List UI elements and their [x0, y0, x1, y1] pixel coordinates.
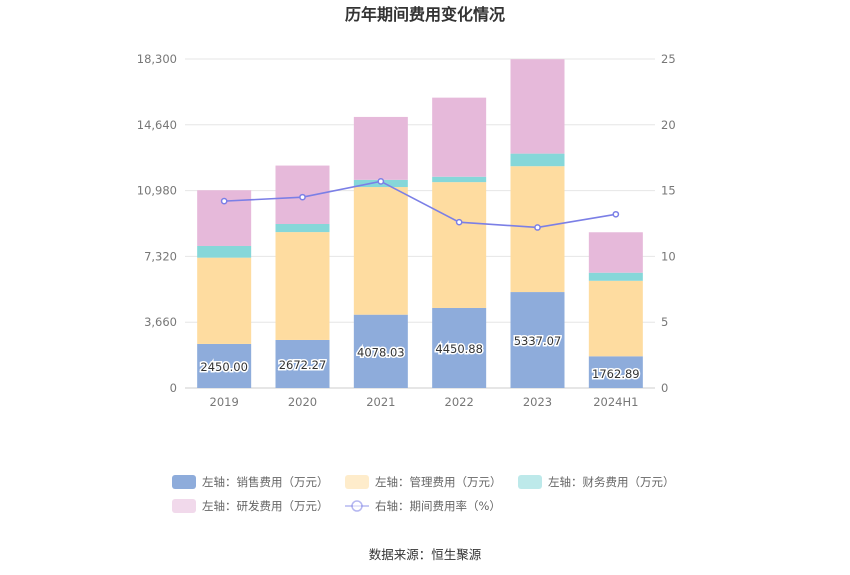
line-point — [612, 210, 620, 218]
legend-swatch — [172, 475, 196, 489]
bar-segment-2 — [588, 272, 643, 281]
bar-segment-1 — [432, 182, 487, 308]
bar-data-label: 4450.88 — [435, 342, 483, 356]
line-point — [534, 224, 541, 231]
bar-segment-0 — [588, 356, 643, 388]
left-axis: 0 3,660 7,320 10,980 14,640 18,300 — [137, 52, 177, 395]
x-tick-label: 2023 — [523, 395, 552, 409]
bar-segment-2 — [197, 245, 252, 258]
legend-label: 右轴：期间费用率（%） — [375, 499, 501, 513]
right-tick-label: 15 — [661, 184, 676, 198]
legend-label: 左轴：销售费用（万元） — [202, 475, 329, 489]
right-axis: 0 5 10 15 20 25 — [661, 52, 676, 395]
x-tick-label: 2021 — [366, 395, 395, 409]
line-point — [455, 218, 463, 226]
left-tick-label: 3,660 — [144, 315, 177, 329]
bar-data-label: 1762.89 — [592, 367, 640, 381]
bar-segment-1 — [588, 280, 643, 357]
legend-label: 左轴：管理费用（万元） — [375, 475, 502, 489]
bar-data-label: 5337.07 — [514, 334, 562, 348]
left-tick-label: 10,980 — [137, 184, 177, 198]
bar-series — [197, 59, 643, 388]
bar-data-label: 2672.27 — [279, 358, 327, 372]
bar-segment-3 — [588, 232, 643, 273]
left-tick-label: 0 — [170, 381, 177, 395]
left-tick-label: 7,320 — [144, 249, 177, 263]
bar-segment-1 — [197, 257, 252, 344]
legend-label: 左轴：研发费用（万元） — [202, 499, 329, 513]
legend-swatch — [172, 499, 196, 513]
right-tick-label: 25 — [661, 52, 676, 66]
bar-segment-0 — [510, 292, 565, 388]
x-tick-label: 2024H1 — [593, 395, 638, 409]
bar-segment-3 — [432, 97, 487, 177]
bar-data-label: 4078.03 — [357, 345, 405, 359]
legend-line-marker — [351, 500, 363, 512]
left-tick-label: 18,300 — [137, 52, 177, 66]
x-axis: 2019 2020 2021 2022 2023 2024H1 — [210, 395, 639, 409]
bar-data-labels: 2450.00 2672.27 4078.03 4450.88 5337.07 1762.… — [199, 333, 641, 383]
line-point — [299, 193, 306, 201]
bar-segment-1 — [275, 232, 330, 340]
legend-swatch — [518, 475, 542, 489]
line-point — [377, 178, 385, 185]
bar-segment-1 — [353, 187, 408, 315]
legend: 左轴：销售费用（万元） 左轴：管理费用（万元） 左轴：财务费用（万元） 左轴：研发费用… — [172, 475, 675, 513]
bar-segment-2 — [432, 176, 487, 183]
bar-segment-2 — [510, 153, 565, 167]
grid-lines — [185, 58, 655, 389]
legend-swatch — [345, 475, 369, 489]
x-tick-label: 2022 — [445, 395, 474, 409]
bar-segment-3 — [353, 116, 408, 180]
bar-segment-0 — [197, 343, 252, 388]
right-tick-label: 20 — [661, 118, 676, 132]
bar-data-label: 2450.00 — [200, 360, 248, 374]
bar-segment-2 — [275, 223, 330, 233]
x-tick-label: 2020 — [288, 395, 317, 409]
source-note: 数据来源：恒生聚源 — [369, 547, 482, 562]
right-tick-label: 10 — [661, 249, 676, 263]
bar-segment-0 — [432, 307, 487, 388]
bar-segment-3 — [510, 59, 565, 154]
chart-title: 历年期间费用变化情况 — [345, 5, 505, 24]
bar-segment-0 — [275, 339, 330, 388]
x-tick-label: 2019 — [210, 395, 239, 409]
left-tick-label: 14,640 — [137, 118, 177, 132]
line-point — [220, 197, 228, 205]
line-series — [220, 178, 620, 231]
right-tick-label: 0 — [661, 381, 668, 395]
line-path — [224, 180, 616, 229]
bar-segment-0 — [353, 314, 408, 388]
right-tick-label: 5 — [661, 315, 668, 329]
legend-label: 左轴：财务费用（万元） — [548, 475, 675, 489]
